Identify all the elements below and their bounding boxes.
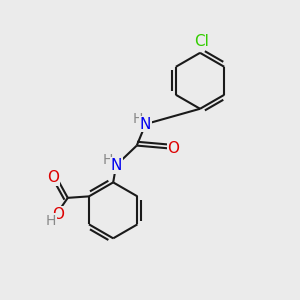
Text: O: O	[168, 141, 180, 156]
Text: N: N	[140, 117, 151, 132]
Text: O: O	[47, 170, 59, 185]
Text: H: H	[103, 153, 113, 167]
Text: O: O	[52, 207, 64, 222]
Text: Cl: Cl	[194, 34, 209, 49]
Text: N: N	[110, 158, 122, 173]
Text: H: H	[132, 112, 142, 126]
Text: H: H	[46, 214, 56, 227]
